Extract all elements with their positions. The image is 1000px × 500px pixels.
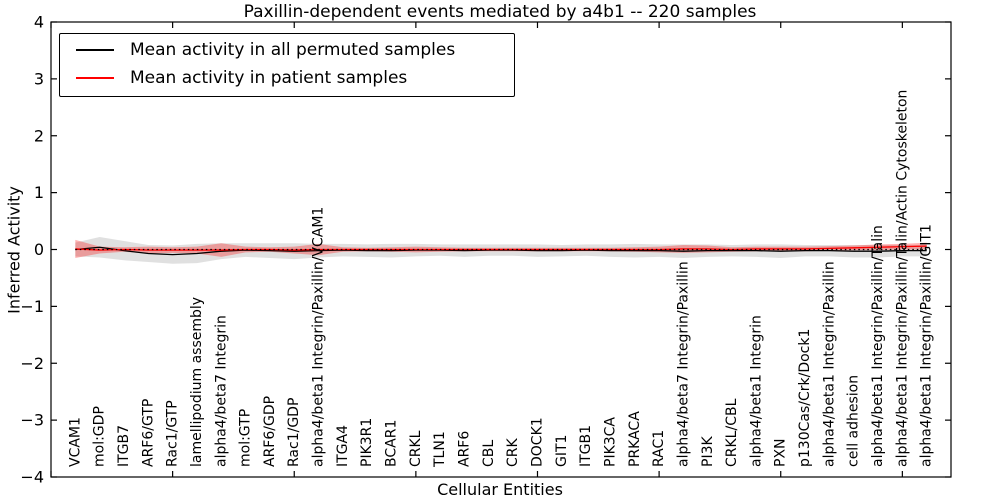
- category-label: alpha4/beta1 Integrin/Paxillin: [821, 261, 837, 467]
- y-tick-label: 4: [34, 13, 44, 32]
- category-label: lamellipodium assembly: [189, 297, 205, 467]
- category-label: PI3K: [700, 436, 716, 467]
- chart-title: Paxillin-dependent events mediated by a4…: [243, 2, 757, 22]
- category-label: TLN1: [432, 431, 448, 468]
- legend-entry-permuted: Mean activity in all permuted samples: [76, 40, 455, 60]
- legend-label-patient: Mean activity in patient samples: [130, 68, 408, 88]
- line-patient-mean: [75, 245, 927, 251]
- category-label: mol:GDP: [92, 406, 108, 467]
- patient-line-swatch: [76, 77, 114, 79]
- category-label: alpha4/beta1 Integrin/Paxillin/VCAM1: [311, 207, 327, 467]
- category-label: PIK3R1: [359, 418, 375, 467]
- permuted-line-swatch: [76, 49, 114, 51]
- category-label: CBL: [481, 440, 497, 467]
- category-label: CRKL: [408, 430, 424, 467]
- category-label: Rac1/GTP: [165, 400, 181, 467]
- category-label: CRK: [505, 437, 521, 467]
- category-label: alpha4/beta7 Integrin/Paxillin: [675, 261, 691, 467]
- category-label: alpha4/beta1 Integrin: [748, 315, 764, 467]
- category-label: mol:GTP: [238, 409, 254, 467]
- legend-entry-patient: Mean activity in patient samples: [76, 68, 407, 88]
- y-tick-label: −1: [20, 297, 44, 316]
- legend: Mean activity in all permuted samples Me…: [59, 33, 515, 97]
- category-label: GIT1: [554, 435, 570, 467]
- category-label: alpha4/beta1 Integrin/Paxillin/Talin/Act…: [894, 90, 910, 467]
- y-tick-label: 3: [34, 69, 44, 88]
- y-tick-label: 0: [34, 240, 44, 259]
- category-label: PIK3CA: [602, 417, 618, 467]
- category-label: ITGB1: [578, 425, 594, 467]
- y-tick-label: −2: [20, 354, 44, 373]
- category-label: ARF6: [457, 431, 473, 467]
- category-label: CRKL/CBL: [724, 398, 740, 467]
- legend-label-permuted: Mean activity in all permuted samples: [130, 40, 456, 60]
- category-label: ARF6/GDP: [262, 396, 278, 467]
- category-label: VCAM1: [67, 417, 83, 467]
- category-label: PRKACA: [627, 411, 643, 467]
- category-label: RAC1: [651, 430, 667, 467]
- category-label: ITGA4: [335, 425, 351, 467]
- category-label: alpha4/beta1 Integrin/Paxillin/GIT1: [919, 224, 935, 467]
- category-label: Rac1/GDP: [286, 398, 302, 467]
- category-label: DOCK1: [529, 417, 545, 467]
- y-tick-label: 2: [34, 126, 44, 145]
- category-label: cell adhesion: [846, 375, 862, 467]
- category-label: alpha4/beta7 Integrin: [213, 315, 229, 467]
- category-label: ITGB7: [116, 425, 132, 467]
- category-label: p130Cas/Crk/Dock1: [797, 329, 813, 467]
- y-tick-label: 1: [34, 183, 44, 202]
- category-label: alpha4/beta1 Integrin/Paxillin/Talin: [870, 225, 886, 467]
- category-label: PXN: [773, 438, 789, 467]
- y-axis-label: Inferred Activity: [4, 186, 24, 314]
- category-label: ARF6/GTP: [140, 399, 156, 467]
- category-label: BCAR1: [384, 420, 400, 467]
- x-axis-label: Cellular Entities: [437, 480, 563, 499]
- y-tick-label: −4: [20, 468, 44, 487]
- y-tick-label: −3: [20, 411, 44, 430]
